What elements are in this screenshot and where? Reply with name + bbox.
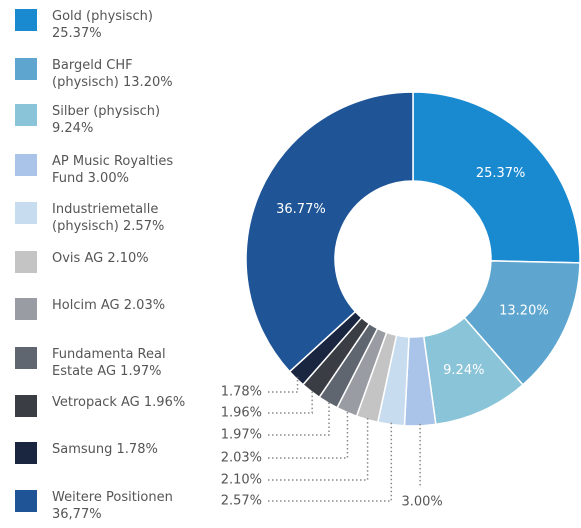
legend-name: AP Music Royalties Fund <box>52 154 174 186</box>
legend-text: Industriemetalle (physisch) 2.57% <box>52 201 202 235</box>
legend-name: Silber (physisch) <box>52 104 161 119</box>
slice-label: 1.78% <box>221 385 262 400</box>
legend-swatch <box>15 202 37 224</box>
legend-text: Ovis AG 2.10% <box>52 250 202 267</box>
slice-label: 2.57% <box>221 494 262 509</box>
legend-swatch <box>15 154 37 176</box>
legend-item: Fundamenta Real Estate AG 1.97% <box>15 346 215 380</box>
legend-name: Vetropack AG <box>52 395 140 410</box>
legend-item: Gold (physisch) 25.37% <box>15 8 215 42</box>
leader-line <box>268 417 369 481</box>
legend-text: Holcim AG 2.03% <box>52 297 202 314</box>
legend-swatch <box>15 490 37 512</box>
legend-name: Bargeld CHF (physisch) <box>52 58 133 90</box>
slice-label: 9.24% <box>443 363 484 378</box>
legend-text: Gold (physisch) 25.37% <box>52 8 202 42</box>
legend-name: Industriemetalle (physisch) <box>52 202 159 234</box>
legend-name: Gold (physisch) <box>52 9 153 24</box>
legend-value: 1.97% <box>120 364 162 379</box>
legend-swatch <box>15 58 37 80</box>
slice-label: 36.77% <box>276 202 326 217</box>
legend-swatch <box>15 298 37 320</box>
legend-text: AP Music Royalties Fund 3.00% <box>52 153 202 187</box>
legend-swatch <box>15 395 37 417</box>
leader-line <box>268 376 299 393</box>
legend-swatch <box>15 104 37 126</box>
legend-name: Holcim AG <box>52 298 120 313</box>
legend-swatch <box>15 442 37 464</box>
slice-label: 2.10% <box>221 473 262 488</box>
legend-value: 36,77% <box>52 507 102 522</box>
legend-item: Industriemetalle (physisch) 2.57% <box>15 201 215 235</box>
legend-item: Weitere Positionen 36,77% <box>15 489 215 523</box>
legend-text: Samsung 1.78% <box>52 441 202 458</box>
legend-text: Bargeld CHF (physisch) 13.20% <box>52 57 202 91</box>
legend-value: 13.20% <box>123 75 173 90</box>
legend-item: Silber (physisch) 9.24% <box>15 103 215 137</box>
slice-label: 1.97% <box>221 428 262 443</box>
legend-text: Vetropack AG 1.96% <box>52 394 202 411</box>
legend-swatch <box>15 251 37 273</box>
legend-name: Fundamenta Real Estate AG <box>52 347 166 379</box>
legend-name: Ovis AG <box>52 251 104 266</box>
donut-slice <box>412 91 581 264</box>
legend-name: Samsung <box>52 442 113 457</box>
legend-value: 2.03% <box>123 298 166 313</box>
legend-value: 25.37% <box>52 26 102 41</box>
legend-item: Vetropack AG 1.96% <box>15 394 215 417</box>
legend-value: 2.57% <box>123 219 165 234</box>
legend-swatch <box>15 9 37 31</box>
legend-value: 9.24% <box>52 121 94 136</box>
legend-item: Ovis AG 2.10% <box>15 250 215 273</box>
leader-line <box>268 422 393 502</box>
legend-text: Silber (physisch) 9.24% <box>52 103 202 137</box>
legend-text: Weitere Positionen 36,77% <box>52 489 202 523</box>
legend-swatch <box>15 347 37 369</box>
legend-item: Holcim AG 2.03% <box>15 297 215 320</box>
leader-line <box>268 410 349 459</box>
slice-label: 2.03% <box>221 451 262 466</box>
leader-line <box>268 389 313 414</box>
legend-item: Samsung 1.78% <box>15 441 215 464</box>
legend-name: Weitere Positionen <box>52 490 173 505</box>
legend-value: 3.00% <box>87 171 129 186</box>
legend-text: Fundamenta Real Estate AG 1.97% <box>52 346 202 380</box>
slice-label: 13.20% <box>499 303 549 318</box>
donut-slice <box>245 91 414 373</box>
slice-label: 3.00% <box>401 495 442 510</box>
slice-label: 25.37% <box>476 166 526 181</box>
legend-item: AP Music Royalties Fund 3.00% <box>15 153 215 187</box>
legend-value: 1.96% <box>143 395 186 410</box>
slice-label: 1.96% <box>221 406 262 421</box>
legend-value: 2.10% <box>107 251 149 266</box>
legend-item: Bargeld CHF (physisch) 13.20% <box>15 57 215 91</box>
legend-value: 1.78% <box>116 442 158 457</box>
leader-line <box>268 401 330 436</box>
